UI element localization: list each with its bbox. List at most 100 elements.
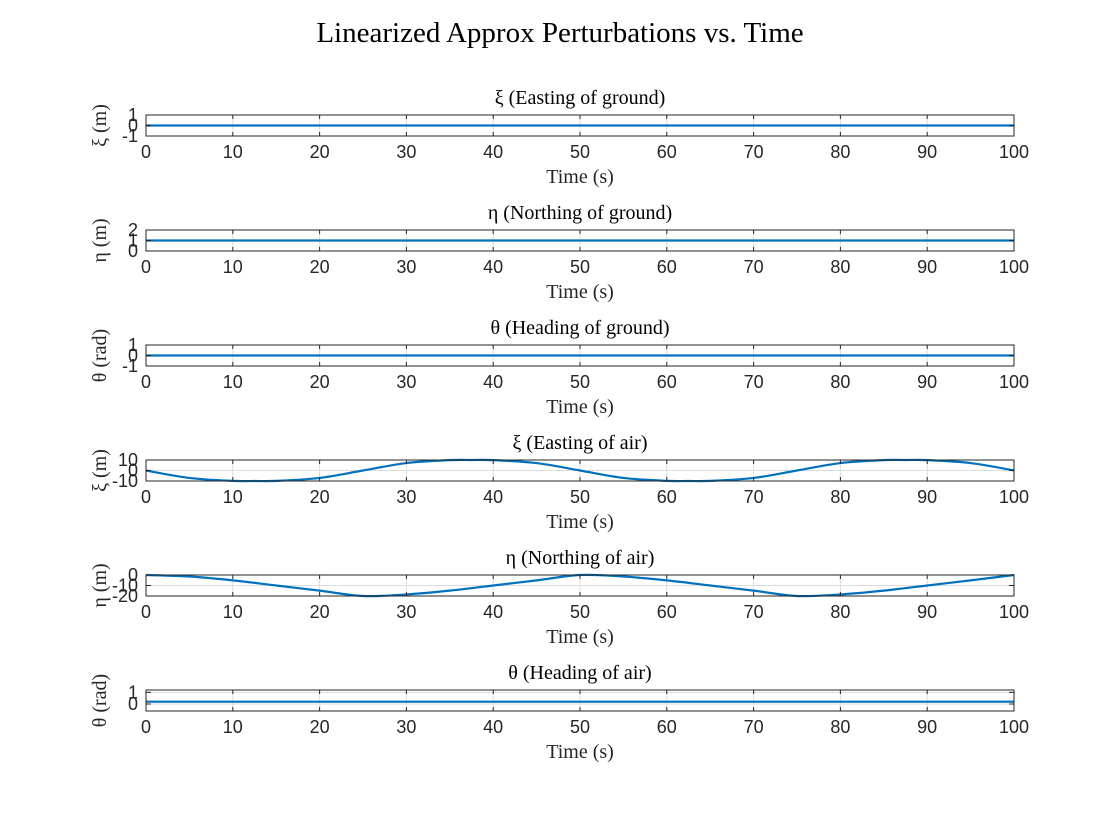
x-tick-label: 70: [744, 602, 764, 622]
x-tick-label: 70: [744, 372, 764, 392]
x-tick-label: 70: [744, 717, 764, 737]
x-tick-label: 30: [396, 487, 416, 507]
subplot-title: ξ (Easting of ground): [495, 87, 666, 109]
y-tick-label: 1: [128, 335, 138, 355]
y-tick-label: -1: [122, 126, 138, 146]
x-tick-label: 40: [483, 257, 503, 277]
x-tick-label: 30: [396, 717, 416, 737]
x-tick-label: 20: [310, 257, 330, 277]
x-tick-label: 20: [310, 602, 330, 622]
x-tick-label: 20: [310, 487, 330, 507]
x-tick-label: 40: [483, 487, 503, 507]
x-tick-label: 0: [141, 257, 151, 277]
x-tick-label: 0: [141, 717, 151, 737]
x-tick-label: 90: [917, 257, 937, 277]
x-tick-label: 80: [830, 602, 850, 622]
x-tick-label: 100: [999, 372, 1029, 392]
x-tick-label: 20: [310, 142, 330, 162]
y-axis-label: ξ (m): [89, 449, 111, 492]
y-tick-label: 1: [128, 231, 138, 251]
y-axis-label: η (m): [89, 218, 111, 262]
x-tick-label: 60: [657, 487, 677, 507]
x-tick-label: 10: [223, 257, 243, 277]
y-tick-label: 0: [128, 694, 138, 714]
x-tick-label: 0: [141, 372, 151, 392]
x-tick-label: 40: [483, 717, 503, 737]
x-axis-label: Time (s): [546, 626, 614, 648]
x-tick-label: 30: [396, 372, 416, 392]
y-tick-label: 10: [118, 450, 138, 470]
x-tick-label: 20: [310, 372, 330, 392]
x-tick-label: 50: [570, 372, 590, 392]
y-tick-label: 2: [128, 220, 138, 240]
y-tick-label: -10: [112, 576, 138, 596]
x-tick-label: 30: [396, 602, 416, 622]
x-tick-label: 100: [999, 142, 1029, 162]
x-tick-label: 90: [917, 602, 937, 622]
subplot-3: θ (Heading of ground)0 10 20 30 40 50 60 70 80 90…: [89, 317, 1029, 418]
subplot-2: η (Northing of ground)0 10 20 30 40 50 60 70 80 9…: [89, 202, 1029, 303]
subplot-title: η (Northing of air): [506, 547, 655, 569]
x-tick-label: 40: [483, 602, 503, 622]
subplot-5: η (Northing of air) 0 10 20 30 40 50 60 70 80 90 10…: [89, 547, 1029, 648]
x-tick-label: 100: [999, 257, 1029, 277]
x-tick-label: 40: [483, 142, 503, 162]
x-tick-label: 50: [570, 602, 590, 622]
x-tick-label: 80: [830, 717, 850, 737]
y-axis-label: η (m): [89, 563, 111, 607]
subplot-title: ξ (Easting of air): [513, 432, 648, 454]
x-tick-label: 90: [917, 717, 937, 737]
x-tick-label: 10: [223, 602, 243, 622]
y-tick-label: -10: [112, 471, 138, 491]
x-tick-label: 0: [141, 487, 151, 507]
x-tick-label: 100: [999, 602, 1029, 622]
subplot-title: θ (Heading of ground): [491, 317, 670, 339]
x-tick-label: 100: [999, 487, 1029, 507]
x-axis-label: Time (s): [546, 166, 614, 188]
x-axis-label: Time (s): [546, 281, 614, 303]
x-tick-label: 60: [657, 142, 677, 162]
x-tick-label: 10: [223, 142, 243, 162]
subplot-title: θ (Heading of air): [508, 662, 651, 684]
x-tick-label: 90: [917, 372, 937, 392]
y-axis-label: ξ (m): [89, 104, 111, 147]
subplot-panels: ξ (Easting of ground)0 10 20 30 40 50 60 70 80 90…: [89, 87, 1029, 763]
x-tick-label: 30: [396, 142, 416, 162]
x-tick-label: 70: [744, 257, 764, 277]
x-tick-label: 60: [657, 372, 677, 392]
x-tick-label: 50: [570, 257, 590, 277]
y-tick-label: 0: [128, 346, 138, 366]
x-tick-label: 80: [830, 372, 850, 392]
y-tick-label: 1: [128, 105, 138, 125]
x-tick-label: 10: [223, 372, 243, 392]
x-tick-label: 90: [917, 142, 937, 162]
y-tick-label: 0: [128, 461, 138, 481]
x-tick-label: 70: [744, 487, 764, 507]
x-axis-label: Time (s): [546, 511, 614, 533]
y-tick-label: 1: [128, 682, 138, 702]
x-tick-label: 0: [141, 142, 151, 162]
x-tick-label: 100: [999, 717, 1029, 737]
x-tick-label: 0: [141, 602, 151, 622]
subplot-4: ξ (Easting of air)0 10 20 30 40 50 60 70 80 90 100…: [89, 432, 1029, 533]
y-tick-label: 0: [128, 565, 138, 585]
x-tick-label: 50: [570, 142, 590, 162]
x-tick-label: 90: [917, 487, 937, 507]
x-tick-label: 50: [570, 717, 590, 737]
x-tick-label: 50: [570, 487, 590, 507]
x-tick-label: 30: [396, 257, 416, 277]
x-tick-label: 60: [657, 257, 677, 277]
x-tick-label: 20: [310, 717, 330, 737]
x-tick-label: 60: [657, 717, 677, 737]
subplot-title: η (Northing of ground): [488, 202, 672, 224]
x-axis-label: Time (s): [546, 741, 614, 763]
figure-title: Linearized Approx Perturbations vs. Time: [316, 17, 803, 49]
x-tick-label: 60: [657, 602, 677, 622]
subplot-6: θ (Heading of air) 0 10 20 30 40 50 60 70 80 90 100…: [89, 662, 1029, 763]
y-axis-label: θ (rad): [89, 329, 111, 382]
x-tick-label: 40: [483, 372, 503, 392]
x-tick-label: 80: [830, 142, 850, 162]
y-tick-label: 0: [128, 241, 138, 261]
